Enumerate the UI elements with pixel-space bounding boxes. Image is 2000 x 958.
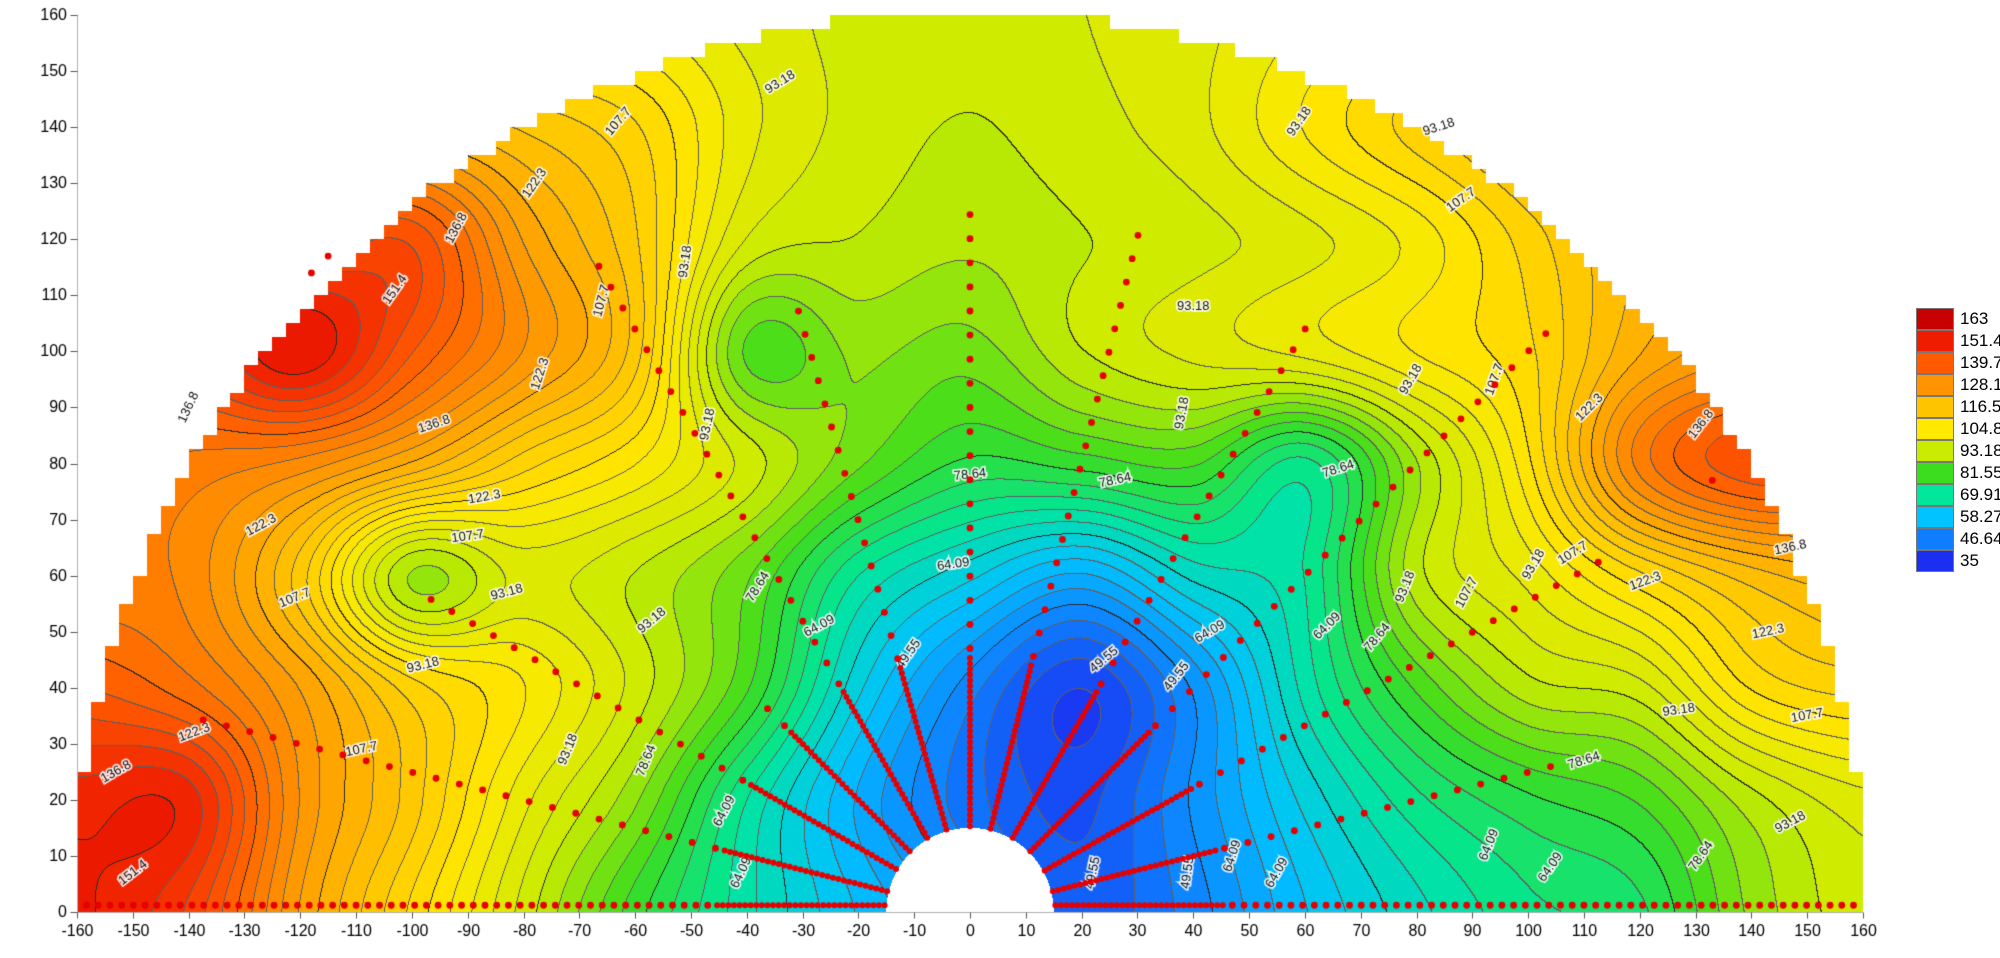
colorbar-entry: 35 bbox=[1916, 549, 2000, 572]
colorbar-swatch bbox=[1916, 505, 1954, 528]
colorbar-entry: 163 bbox=[1916, 307, 2000, 330]
colorbar-entry: 46.64 bbox=[1916, 527, 2000, 550]
colorbar-swatch bbox=[1916, 461, 1954, 484]
colorbar-label: 128.1 bbox=[1960, 375, 2000, 394]
colorbar-swatch bbox=[1916, 483, 1954, 506]
colorbar: 163 151.4 139.7 128.1 116.5 104.8 93.18 81.55 69… bbox=[1916, 307, 2000, 572]
colorbar-entry: 128.1 bbox=[1916, 373, 2000, 396]
colorbar-entry: 151.4 bbox=[1916, 329, 2000, 352]
colorbar-label: 116.5 bbox=[1960, 397, 2000, 416]
colorbar-label: 163 bbox=[1960, 309, 1989, 328]
colorbar-swatch bbox=[1916, 307, 1954, 330]
colorbar-entry: 81.55 bbox=[1916, 461, 2000, 484]
colorbar-label: 58.27 bbox=[1960, 507, 2000, 526]
colorbar-entry: 58.27 bbox=[1916, 505, 2000, 528]
colorbar-entry: 69.91 bbox=[1916, 483, 2000, 506]
colorbar-swatch bbox=[1916, 373, 1954, 396]
colorbar-swatch bbox=[1916, 351, 1954, 374]
colorbar-label: 139.7 bbox=[1960, 353, 2000, 372]
colorbar-entry: 116.5 bbox=[1916, 395, 2000, 418]
colorbar-swatch bbox=[1916, 527, 1954, 550]
colorbar-swatch bbox=[1916, 549, 1954, 572]
colorbar-entry: 139.7 bbox=[1916, 351, 2000, 374]
colorbar-label: 93.18 bbox=[1960, 441, 2000, 460]
colorbar-swatch bbox=[1916, 417, 1954, 440]
colorbar-label: 69.91 bbox=[1960, 485, 2000, 504]
colorbar-swatch bbox=[1916, 439, 1954, 462]
colorbar-label: 35 bbox=[1960, 551, 1979, 570]
colorbar-swatch bbox=[1916, 329, 1954, 352]
colorbar-label: 81.55 bbox=[1960, 463, 2000, 482]
colorbar-entry: 104.8 bbox=[1916, 417, 2000, 440]
colorbar-swatch bbox=[1916, 395, 1954, 418]
colorbar-entry: 93.18 bbox=[1916, 439, 2000, 462]
colorbar-label: 46.64 bbox=[1960, 529, 2000, 548]
colorbar-label: 104.8 bbox=[1960, 419, 2000, 438]
colorbar-label: 151.4 bbox=[1960, 331, 2000, 350]
